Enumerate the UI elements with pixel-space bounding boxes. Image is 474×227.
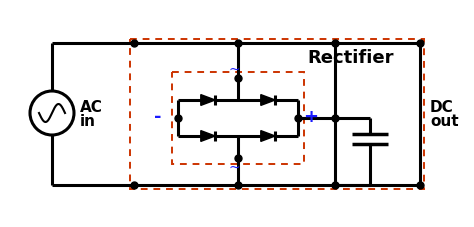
Text: in: in	[80, 114, 96, 129]
Text: ~: ~	[228, 161, 240, 175]
Polygon shape	[261, 95, 275, 105]
Polygon shape	[261, 131, 275, 141]
Polygon shape	[201, 131, 215, 141]
Text: Rectifier: Rectifier	[307, 49, 393, 67]
Text: DC: DC	[430, 99, 454, 114]
Bar	[130, 39, 424, 189]
Text: AC: AC	[80, 99, 103, 114]
Bar	[172, 72, 304, 164]
Polygon shape	[201, 95, 215, 105]
Text: -: -	[155, 108, 162, 126]
Text: out: out	[430, 114, 459, 129]
Text: +: +	[303, 108, 318, 126]
Text: ~: ~	[228, 63, 240, 77]
